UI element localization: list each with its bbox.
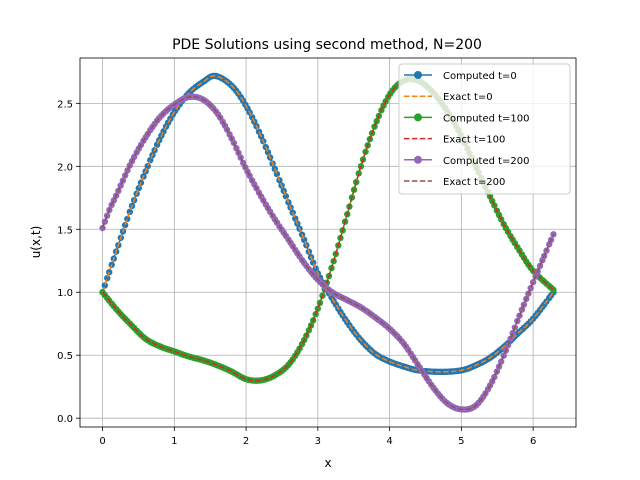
data-point [124, 167, 131, 174]
data-point [527, 284, 534, 292]
x-tick-label: 3 [315, 436, 321, 447]
legend-entry: Exact t=100 [404, 135, 505, 146]
y-tick-label: 2.0 [57, 162, 73, 173]
legend-entry: Computed t=200 [404, 155, 530, 167]
legend: Computed t=0 Exact t=0 Computed t=100 Exact… [398, 63, 571, 195]
series-line [101, 95, 555, 411]
data-point [498, 358, 505, 365]
legend-label: Exact t=200 [443, 177, 505, 188]
data-point [104, 274, 111, 282]
legend-entry: Exact t=0 [404, 92, 493, 103]
legend-label: Computed t=100 [443, 113, 530, 124]
axis-ticks: 0 1 2 3 4 5 6 0.0 0.5 1.0 1.5 2.0 2.5 [57, 99, 536, 447]
x-tick-label: 2 [243, 436, 249, 447]
y-axis-label: u(x,t) [29, 226, 43, 259]
legend-entry: Exact t=200 [404, 177, 505, 188]
legend-label: Computed t=200 [443, 156, 530, 167]
data-point [529, 278, 537, 286]
x-tick-label: 0 [99, 436, 105, 447]
data-point [314, 305, 322, 312]
legend-label: Exact t=0 [443, 92, 493, 103]
data-point [117, 182, 124, 189]
data-point [301, 236, 308, 244]
chart-title: PDE Solutions using second method, N=200 [172, 37, 482, 53]
y-tick-label: 2.5 [57, 99, 73, 110]
data-point [282, 193, 290, 200]
legend-marker [414, 113, 422, 122]
data-point [144, 162, 151, 170]
legend-label: Computed t=0 [443, 71, 517, 82]
y-tick-label: 0.5 [57, 351, 73, 362]
data-point [292, 215, 299, 222]
y-tick-label: 1.5 [57, 225, 73, 236]
data-point [509, 329, 516, 337]
series-line [101, 75, 555, 373]
data-point [264, 149, 272, 156]
x-axis-label: x [324, 456, 331, 470]
x-tick-label: 5 [458, 436, 464, 447]
legend-entry: Computed t=100 [404, 113, 530, 124]
x-tick-label: 1 [171, 436, 177, 447]
legend-marker [414, 155, 422, 164]
data-point [355, 170, 362, 177]
data-point [373, 117, 380, 125]
data-point [273, 170, 281, 178]
x-tick-label: 4 [386, 436, 392, 447]
series-exact-t-0 [101, 75, 555, 373]
series-layer [99, 72, 557, 413]
data-point [491, 373, 498, 381]
legend-marker [414, 71, 422, 79]
legend-entry: Computed t=0 [404, 71, 517, 82]
data-point [121, 221, 129, 229]
data-point [305, 327, 313, 334]
legend-label: Exact t=100 [443, 135, 505, 146]
data-point [371, 123, 378, 130]
data-point [101, 282, 109, 289]
data-point [147, 157, 154, 164]
data-point [124, 215, 131, 223]
data-point [101, 218, 109, 225]
data-point [536, 262, 544, 270]
y-tick-label: 1.0 [57, 288, 73, 299]
data-point [135, 184, 142, 192]
x-tick-label: 6 [530, 436, 536, 447]
data-point [518, 306, 526, 313]
legend-box [398, 63, 571, 195]
data-point [309, 259, 317, 266]
axes-frame [79, 57, 577, 428]
data-point [126, 208, 134, 216]
series-exact-t-200 [101, 95, 555, 411]
data-point [507, 335, 514, 342]
y-tick-label: 0.0 [57, 414, 73, 425]
